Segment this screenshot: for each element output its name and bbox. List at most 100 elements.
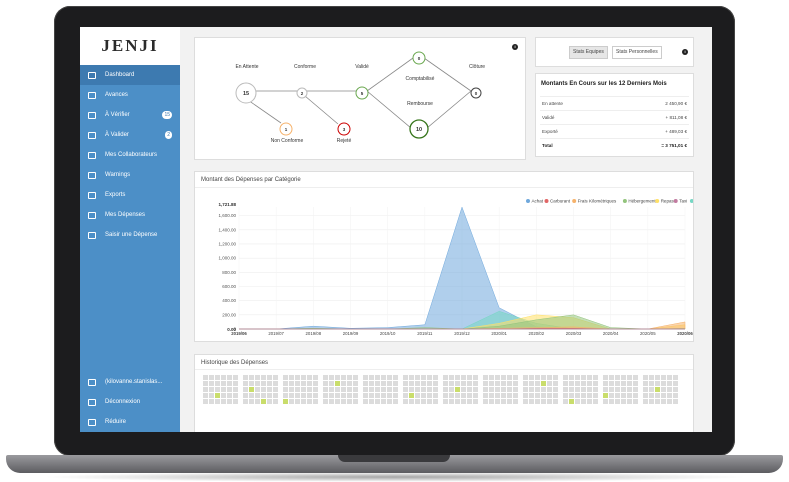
history-day-cell[interactable] <box>203 375 208 380</box>
history-day-cell[interactable] <box>581 375 586 380</box>
history-day-cell[interactable] <box>415 375 420 380</box>
history-day-cell[interactable] <box>649 381 654 386</box>
history-day-cell[interactable] <box>267 387 272 392</box>
history-day-cell[interactable] <box>433 381 438 386</box>
history-day-cell[interactable] <box>403 375 408 380</box>
history-day-cell[interactable] <box>587 381 592 386</box>
history-day-cell[interactable] <box>307 381 312 386</box>
history-day-cell[interactable] <box>501 381 506 386</box>
info-icon[interactable]: i <box>512 44 518 50</box>
history-day-cell[interactable] <box>627 393 632 398</box>
history-day-cell[interactable] <box>443 381 448 386</box>
history-day-cell[interactable] <box>329 387 334 392</box>
history-day-cell[interactable] <box>467 375 472 380</box>
history-day-cell[interactable] <box>255 387 260 392</box>
history-day-cell[interactable] <box>529 387 534 392</box>
history-day-cell[interactable] <box>323 375 328 380</box>
history-day-cell[interactable] <box>363 387 368 392</box>
history-day-cell[interactable] <box>249 393 254 398</box>
history-day-cell[interactable] <box>563 393 568 398</box>
history-day-cell[interactable] <box>313 375 318 380</box>
history-day-cell[interactable] <box>643 375 648 380</box>
history-day-cell[interactable] <box>369 381 374 386</box>
history-day-cell[interactable] <box>461 375 466 380</box>
history-day-cell[interactable] <box>209 399 214 404</box>
legend-item[interactable]: Achat <box>532 199 544 204</box>
history-day-cell[interactable] <box>523 393 528 398</box>
history-day-cell[interactable] <box>667 399 672 404</box>
history-day-cell[interactable] <box>633 393 638 398</box>
history-day-cell[interactable] <box>233 387 238 392</box>
history-day-cell[interactable] <box>243 381 248 386</box>
history-day-cell[interactable] <box>249 375 254 380</box>
history-day-cell[interactable] <box>569 399 574 404</box>
history-day-cell[interactable] <box>403 393 408 398</box>
history-day-cell[interactable] <box>541 399 546 404</box>
history-day-cell[interactable] <box>489 381 494 386</box>
history-day-cell[interactable] <box>209 387 214 392</box>
history-day-cell[interactable] <box>283 381 288 386</box>
history-day-cell[interactable] <box>421 387 426 392</box>
history-day-cell[interactable] <box>603 387 608 392</box>
history-day-cell[interactable] <box>375 393 380 398</box>
history-day-cell[interactable] <box>673 393 678 398</box>
stats-personal-button[interactable]: Stats Personnelles <box>612 46 662 59</box>
sidebar-item-kilovanne-stanislas[interactable]: (kilovanne.stanislas... <box>80 372 180 392</box>
history-day-cell[interactable] <box>369 393 374 398</box>
history-day-cell[interactable] <box>673 399 678 404</box>
history-day-cell[interactable] <box>215 381 220 386</box>
history-day-cell[interactable] <box>581 393 586 398</box>
history-day-cell[interactable] <box>243 399 248 404</box>
history-day-cell[interactable] <box>443 399 448 404</box>
history-day-cell[interactable] <box>467 387 472 392</box>
history-day-cell[interactable] <box>649 375 654 380</box>
history-day-cell[interactable] <box>415 399 420 404</box>
history-day-cell[interactable] <box>387 381 392 386</box>
history-day-cell[interactable] <box>449 375 454 380</box>
history-day-cell[interactable] <box>233 381 238 386</box>
history-day-cell[interactable] <box>633 381 638 386</box>
history-day-cell[interactable] <box>243 375 248 380</box>
history-day-cell[interactable] <box>209 381 214 386</box>
history-day-cell[interactable] <box>313 393 318 398</box>
history-day-cell[interactable] <box>313 399 318 404</box>
history-day-cell[interactable] <box>443 387 448 392</box>
history-day-cell[interactable] <box>227 375 232 380</box>
history-day-cell[interactable] <box>363 375 368 380</box>
history-day-cell[interactable] <box>495 381 500 386</box>
history-day-cell[interactable] <box>323 393 328 398</box>
history-day-cell[interactable] <box>273 399 278 404</box>
history-day-cell[interactable] <box>621 381 626 386</box>
history-day-cell[interactable] <box>381 399 386 404</box>
history-day-cell[interactable] <box>507 375 512 380</box>
history-day-cell[interactable] <box>209 375 214 380</box>
history-day-cell[interactable] <box>335 375 340 380</box>
legend-item[interactable]: Taxi <box>679 199 687 204</box>
history-day-cell[interactable] <box>273 387 278 392</box>
history-day-cell[interactable] <box>267 393 272 398</box>
history-day-cell[interactable] <box>443 375 448 380</box>
history-day-cell[interactable] <box>227 387 232 392</box>
history-day-cell[interactable] <box>547 387 552 392</box>
history-day-cell[interactable] <box>661 393 666 398</box>
stats-team-button[interactable]: Stats Equipes <box>569 46 608 59</box>
history-day-cell[interactable] <box>369 375 374 380</box>
history-day-cell[interactable] <box>603 381 608 386</box>
history-day-cell[interactable] <box>569 393 574 398</box>
history-day-cell[interactable] <box>363 399 368 404</box>
history-day-cell[interactable] <box>495 393 500 398</box>
legend-item[interactable]: Frais Kilométriques <box>578 199 617 204</box>
history-day-cell[interactable] <box>261 399 266 404</box>
history-day-cell[interactable] <box>403 399 408 404</box>
history-day-cell[interactable] <box>335 387 340 392</box>
history-day-cell[interactable] <box>627 381 632 386</box>
node-valide[interactable] <box>355 86 369 100</box>
node-rejete[interactable] <box>337 122 351 136</box>
history-day-cell[interactable] <box>427 375 432 380</box>
history-day-cell[interactable] <box>221 399 226 404</box>
history-day-cell[interactable] <box>387 393 392 398</box>
history-day-cell[interactable] <box>455 399 460 404</box>
history-day-cell[interactable] <box>301 399 306 404</box>
sidebar-item-r-duire[interactable]: Réduire <box>80 412 180 432</box>
history-day-cell[interactable] <box>209 393 214 398</box>
